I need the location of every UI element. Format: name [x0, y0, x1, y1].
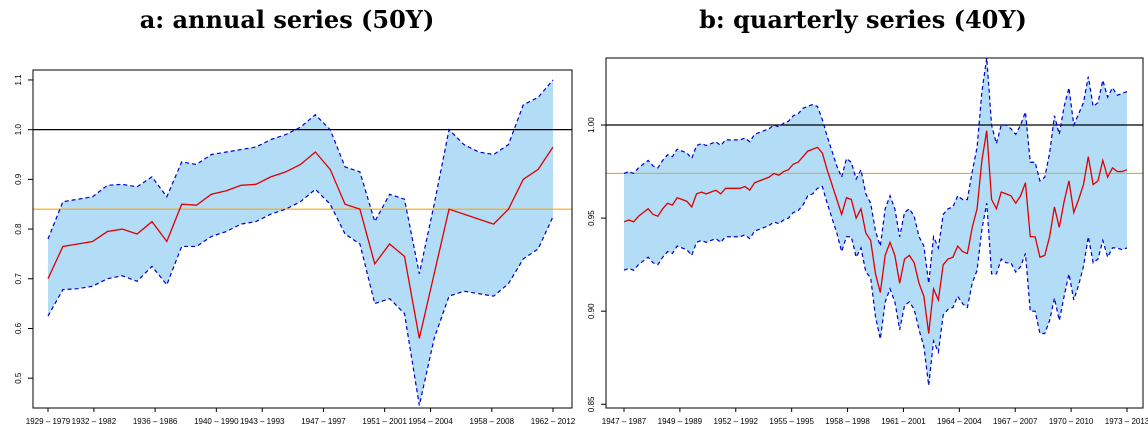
y-tick-label-annual: 0.6: [14, 322, 23, 334]
x-tick-label-annual: 1936 – 1986: [133, 417, 178, 426]
plot-frame-annual: [32, 69, 573, 409]
estimate-line-quarterly: [623, 130, 1128, 334]
y-tick-label-annual: 1.0: [14, 124, 23, 136]
x-tick-label-annual: 1954 – 2004: [408, 417, 453, 426]
lower-bound-line-quarterly: [623, 185, 1128, 386]
lower-bound-line-annual: [47, 188, 554, 406]
panel-annual: a: annual series (50Y) 0.5 0.6 0.7 0.8 0.9 1.…: [14, 5, 576, 426]
confidence-band-annual: [48, 79, 553, 406]
y-tick-label-quarterly: 0.85: [587, 396, 596, 412]
x-tick-label-quarterly: 1961 – 2001: [881, 417, 926, 426]
panel-quarterly: b: quarterly series (40Y) 0.85 0.90 0.95 1.…: [587, 5, 1148, 426]
x-tick-label-annual: 1940 – 1990: [194, 417, 239, 426]
x-tick-label-annual: 1943 – 1993: [240, 417, 285, 426]
x-tick-label-quarterly: 1947 – 1987: [602, 417, 647, 426]
x-tick-label-annual: 1958 – 2008: [470, 417, 515, 426]
x-tick-label-quarterly: 1964 – 2004: [937, 417, 982, 426]
upper-bound-line-annual: [47, 79, 554, 274]
y-tick-label-annual: 0.7: [14, 273, 23, 285]
x-tick-label-quarterly: 1955 – 1995: [769, 417, 814, 426]
estimate-line-annual: [47, 146, 554, 339]
y-tick-label-annual: 0.8: [14, 223, 23, 235]
y-tick-label-annual: 0.9: [14, 173, 23, 185]
confidence-band-quarterly: [624, 58, 1127, 386]
x-tick-label-annual: 1951 – 2001: [362, 417, 407, 426]
x-tick-label-quarterly: 1973 – 2013: [1105, 417, 1148, 426]
x-tick-label-quarterly: 1967 – 2007: [993, 417, 1038, 426]
chart-title-quarterly: b: quarterly series (40Y): [699, 5, 1027, 34]
y-tick-label-annual: 1.1: [14, 74, 23, 86]
x-tick-label-annual: 1962 – 2012: [531, 417, 576, 426]
x-tick-label-quarterly: 1958 – 1998: [825, 417, 870, 426]
x-tick-label-quarterly: 1952 – 1992: [714, 417, 759, 426]
x-tick-label-quarterly: 1949 – 1989: [658, 417, 703, 426]
x-tick-label-annual: 1947 – 1997: [301, 417, 346, 426]
upper-bound-line-quarterly: [623, 57, 1128, 284]
y-tick-label-annual: 0.5: [14, 372, 23, 384]
y-tick-label-quarterly: 0.90: [587, 303, 596, 319]
x-tick-label-annual: 1929 – 1979: [26, 417, 71, 426]
y-tick-label-quarterly: 0.95: [587, 210, 596, 226]
chart-title-annual: a: annual series (50Y): [140, 5, 435, 34]
x-tick-label-quarterly: 1970 – 2010: [1049, 417, 1094, 426]
y-tick-label-quarterly: 1.00: [587, 117, 596, 133]
x-tick-label-annual: 1932 – 1982: [72, 417, 117, 426]
plot-frame-quarterly: [605, 57, 1144, 409]
